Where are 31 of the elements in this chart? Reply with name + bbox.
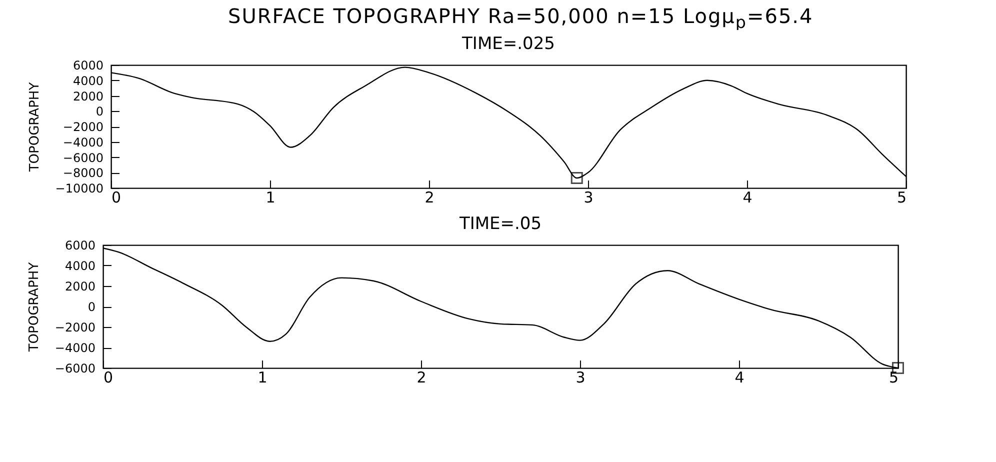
y-tick-label: 6000 [72, 58, 104, 72]
y-axis-title: TOPOGRAPHY [26, 262, 42, 353]
x-tick-label: 0 [112, 188, 122, 206]
y-tick-label: −10000 [55, 182, 104, 196]
y-tick-label: 4000 [72, 74, 104, 88]
y-tick-label: 4000 [64, 259, 96, 273]
x-tick-label: 2 [416, 368, 426, 386]
y-tick-label: −2000 [62, 120, 104, 134]
y-tick-label: 0 [96, 104, 104, 119]
x-tick-label: 3 [576, 368, 586, 386]
x-tick-label: 4 [742, 188, 752, 206]
x-tick-label: 5 [896, 188, 906, 206]
x-tick-label: 5 [888, 368, 898, 386]
x-tick-label: 1 [258, 368, 268, 386]
y-tick-label: −4000 [62, 135, 104, 150]
chart-subtitle: TIME=.025 [461, 34, 555, 54]
y-tick-label: −8000 [62, 166, 104, 180]
y-tick-label: 0 [88, 300, 96, 314]
y-tick-label: 2000 [72, 89, 104, 104]
y-tick-label: 2000 [64, 280, 96, 294]
y-tick-label: −6000 [54, 362, 96, 376]
y-tick-label: −2000 [54, 320, 96, 334]
x-tick-label: 1 [266, 188, 276, 206]
chart-title: TIME=.05 [458, 214, 542, 234]
y-tick-label: 6000 [64, 238, 96, 252]
y-tick-label: −4000 [54, 341, 96, 355]
y-axis-title: TOPOGRAPHY [27, 82, 42, 173]
y-tick-label: −6000 [62, 150, 104, 165]
x-tick-label: 3 [584, 188, 594, 206]
x-tick-label: 4 [734, 368, 744, 386]
x-tick-label: 2 [424, 188, 434, 206]
